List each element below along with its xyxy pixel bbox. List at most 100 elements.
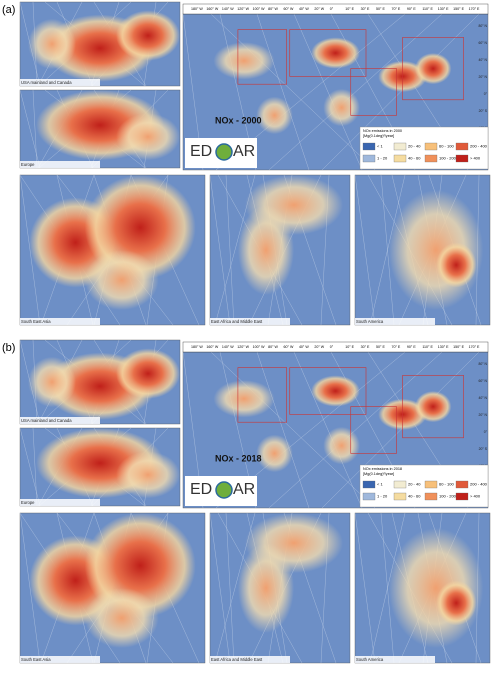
longitude-label: 70° E [391, 345, 400, 349]
longitude-label: 90° E [407, 345, 416, 349]
longitude-label: 120° W [237, 345, 249, 349]
longitude-label: 80° W [268, 7, 278, 11]
emission-area [238, 205, 294, 295]
longitude-label: 110° E [422, 7, 433, 11]
region-label: USA mainland and Canada [21, 418, 72, 423]
logo-text: AR [233, 143, 255, 160]
longitude-label: 60° W [284, 7, 294, 11]
legend-label: 40 - 60 [408, 156, 421, 161]
longitude-label: 50° E [376, 7, 385, 11]
logo-globe [215, 481, 233, 499]
longitude-label: 130° E [438, 345, 449, 349]
legend-swatch [393, 480, 407, 489]
legend-swatch [455, 492, 469, 501]
region-map [209, 174, 351, 326]
shipping-route [321, 13, 480, 171]
legend-label: 100 - 200 [439, 494, 457, 499]
logo-text: ED [190, 143, 212, 160]
region-label: East Africa and Middle East [211, 657, 263, 662]
longitude-label: 170° E [469, 7, 480, 11]
region-label-bg [355, 318, 435, 325]
shipping-route [268, 13, 443, 171]
legend-swatch [424, 142, 438, 151]
emission-area [436, 580, 477, 626]
shipping-route [380, 174, 395, 326]
region-map [19, 1, 181, 87]
legend-swatch [393, 154, 407, 163]
longitude-label: 110° E [422, 345, 433, 349]
figure-panel: (b) USA mainland and Canada Europe South Ea… [2, 339, 491, 664]
longitude-label: 140° W [222, 7, 234, 11]
latitude-label: 40° N [478, 58, 487, 62]
shipping-route [210, 351, 376, 509]
emission-area [323, 426, 360, 465]
shipping-route [321, 351, 480, 509]
longitude-label: 100° W [253, 7, 265, 11]
region-label: USA mainland and Canada [21, 80, 72, 85]
longitude-label: 140° W [222, 345, 234, 349]
region-frame [289, 367, 367, 415]
shipping-route [225, 512, 235, 664]
region-map [354, 512, 491, 664]
latitude-label: 0° [484, 430, 488, 434]
longitude-label: 100° W [253, 345, 265, 349]
lon-axis-bg [182, 3, 489, 15]
longitude-label: 20° W [314, 345, 324, 349]
region-frame [402, 375, 464, 439]
region-map [19, 339, 181, 425]
longitude-label: 60° W [284, 345, 294, 349]
region-label-bg [210, 656, 290, 663]
legend-label: > 400 [470, 494, 481, 499]
region-label: South America [356, 319, 384, 324]
region-frame [237, 29, 287, 85]
emission-area [116, 348, 180, 399]
emission-area [84, 250, 159, 310]
legend-label: 1 - 20 [377, 156, 388, 161]
region-frame [350, 406, 397, 454]
region-frame [402, 37, 464, 101]
longitude-label: 150° E [453, 7, 464, 11]
legend-label: 40 - 60 [408, 494, 421, 499]
longitude-label: 80° W [268, 345, 278, 349]
legend-unit: [Mg(0.1deg)²/year] [363, 472, 394, 476]
latitude-label: 40° N [478, 396, 487, 400]
emission-area [256, 434, 293, 473]
legend-swatch [362, 154, 376, 163]
region-label: South East Asia [21, 319, 51, 324]
emission-area [311, 37, 360, 69]
emission-area [256, 96, 293, 135]
latitude-label: 20° S [479, 109, 488, 113]
longitude-label: 130° E [438, 7, 449, 11]
legend-swatch [455, 480, 469, 489]
shipping-route [209, 174, 231, 326]
shipping-route [293, 351, 363, 509]
latitude-label: 60° N [478, 41, 487, 45]
emission-area [84, 588, 159, 648]
map-title: NOx - 2018 [215, 453, 262, 463]
lon-axis-bg [182, 341, 489, 353]
legend-title: NOx emissions in 2018 [363, 467, 402, 471]
latitude-label: 20° N [478, 413, 487, 417]
region-frame [350, 68, 397, 116]
legend-swatch [393, 492, 407, 501]
shipping-route [268, 351, 443, 509]
longitude-label: 10° E [345, 345, 354, 349]
legend-unit: [Mg(0.1deg)²/year] [363, 134, 394, 138]
legend-label: < 1 [377, 144, 383, 149]
emission-area [238, 543, 294, 633]
region-map [19, 89, 181, 169]
figure-panel: (a) USA mainland and Canada Europe South Ea… [2, 1, 491, 326]
latitude-label: 80° N [478, 362, 487, 366]
shipping-route [354, 512, 376, 664]
emission-area [311, 375, 360, 407]
emission-area [436, 242, 477, 288]
legend-swatch [424, 154, 438, 163]
shipping-route [354, 174, 376, 326]
legend-label: 1 - 20 [377, 494, 388, 499]
emission-area [213, 380, 275, 418]
legend-label: 60 - 100 [439, 482, 454, 487]
longitude-label: 30° E [361, 345, 370, 349]
region-map [19, 427, 181, 507]
longitude-label: 40° W [299, 345, 309, 349]
shipping-route [19, 89, 41, 169]
